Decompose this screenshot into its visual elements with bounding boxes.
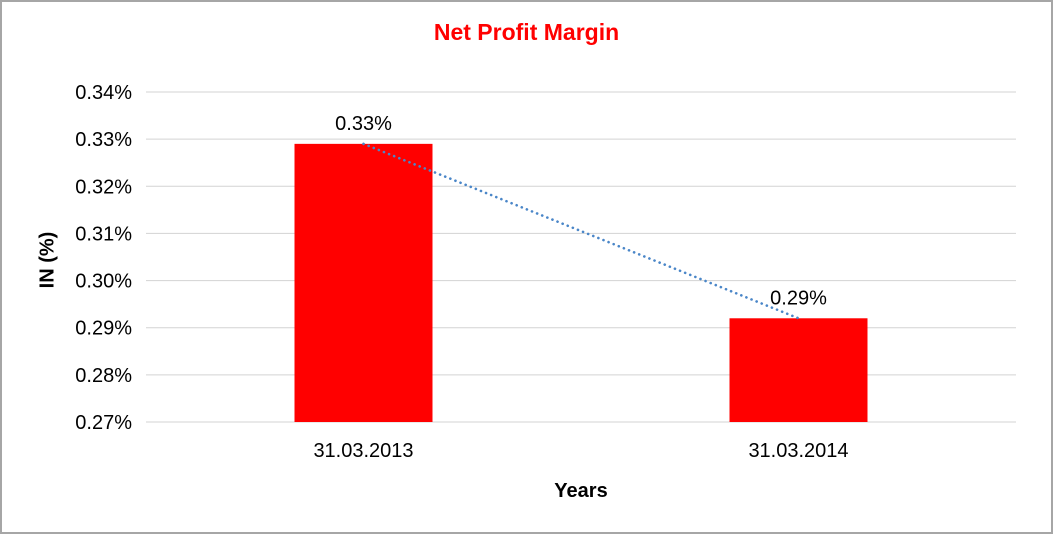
chart-title: Net Profit Margin [433,19,620,45]
bar [729,318,868,422]
y-tick-label: 0.33% [75,129,132,151]
bar [294,143,433,422]
y-tick-label: 0.28% [75,365,132,387]
x-axis-title: Years [554,480,608,502]
y-tick-label: 0.34% [75,82,132,104]
bar-data-label: 0.33% [335,113,392,135]
bar-data-label: 0.29% [770,287,827,309]
y-tick-label: 0.30% [75,271,132,293]
y-tick-label: 0.32% [75,176,132,198]
x-tick-label: 31.03.2014 [748,440,848,462]
trendline [362,142,800,320]
y-tick-label: 0.27% [75,412,132,434]
y-axis-title: IN (%) [36,231,59,289]
y-tick-label: 0.31% [75,223,132,245]
y-tick-label: 0.29% [75,318,132,340]
x-tick-label: 31.03.2013 [313,440,413,462]
